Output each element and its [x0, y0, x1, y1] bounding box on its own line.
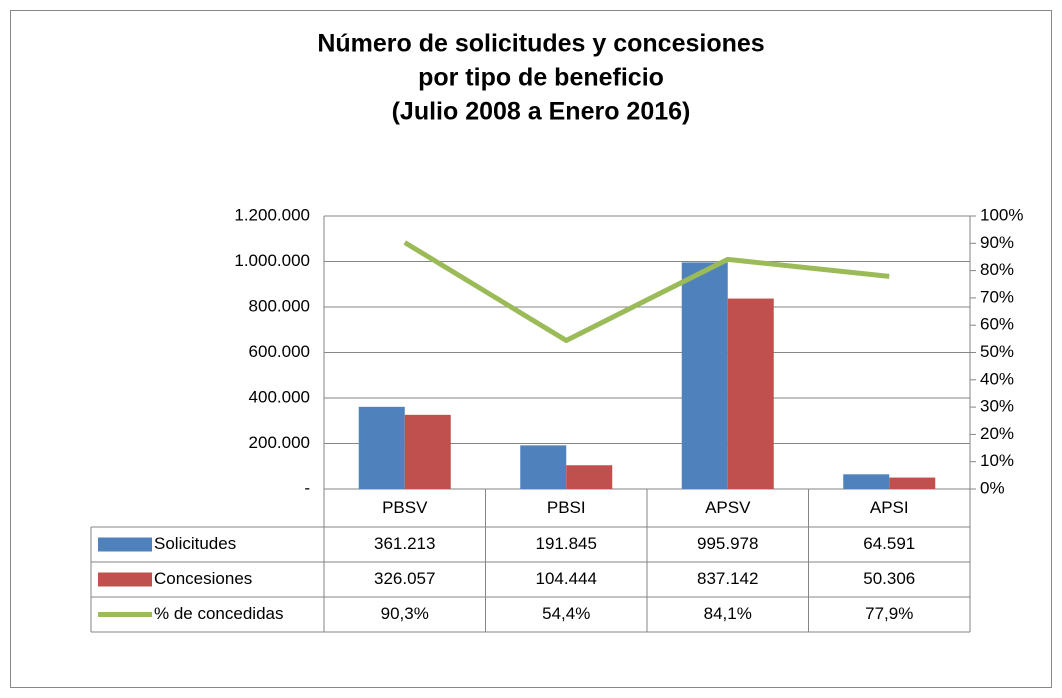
legend-key	[98, 572, 152, 587]
legend-label: Solicitudes	[154, 534, 236, 553]
legend-label: % de concedidas	[154, 604, 283, 623]
y2-tick-label: 10%	[980, 451, 1014, 470]
x-tick-label: PBSI	[547, 498, 586, 517]
bar	[566, 465, 613, 489]
y2-tick-label: 60%	[980, 315, 1014, 334]
y2-tick-label: 70%	[980, 287, 1014, 306]
y2-tick-label: 90%	[980, 233, 1014, 252]
line-series	[403, 240, 890, 343]
y-tick-label: 200.000	[249, 433, 310, 452]
chart-title: por tipo de beneficio	[418, 64, 664, 92]
legend-label: Concesiones	[154, 569, 252, 588]
table-value: 77,9%	[865, 604, 913, 623]
table-value: 995.978	[697, 534, 758, 553]
y-tick-label: 600.000	[249, 342, 310, 361]
table-value: 326.057	[374, 569, 435, 588]
table-value: 64.591	[863, 534, 915, 553]
y2-tick-label: 50%	[980, 342, 1014, 361]
x-tick-label: PBSV	[382, 498, 428, 517]
chart-title: (Julio 2008 a Enero 2016)	[392, 98, 691, 126]
table-value: 50.306	[863, 569, 915, 588]
table-value: 90,3%	[381, 604, 429, 623]
bar	[727, 298, 774, 489]
y2-tick-label: 20%	[980, 424, 1014, 443]
y2-tick-label: 100%	[980, 205, 1023, 224]
table-value: 191.845	[536, 534, 597, 553]
bar	[520, 445, 567, 489]
table-value: 54,4%	[542, 604, 590, 623]
table-value: 84,1%	[704, 604, 752, 623]
bar	[889, 477, 936, 489]
y2-tick-label: 80%	[980, 260, 1014, 279]
table-value: 104.444	[536, 569, 597, 588]
y2-tick-label: 0%	[980, 478, 1005, 497]
bar	[358, 406, 405, 489]
bar	[843, 474, 890, 489]
y2-tick-label: 30%	[980, 397, 1014, 416]
bar	[404, 414, 451, 489]
y-tick-label: 400.000	[249, 387, 310, 406]
table-value: 837.142	[697, 569, 758, 588]
y2-tick-label: 40%	[980, 369, 1014, 388]
bar	[681, 262, 728, 489]
chart-title: Número de solicitudes y concesiones	[317, 30, 764, 58]
chart-border	[10, 10, 1052, 688]
y-tick-label: 1.000.000	[234, 251, 310, 270]
legend-key	[98, 537, 152, 552]
x-tick-label: APSI	[870, 498, 909, 517]
y-tick-label: -	[304, 478, 310, 497]
table-value: 361.213	[374, 534, 435, 553]
y-tick-label: 800.000	[249, 296, 310, 315]
x-tick-label: APSV	[705, 498, 751, 517]
y-tick-label: 1.200.000	[234, 205, 310, 224]
